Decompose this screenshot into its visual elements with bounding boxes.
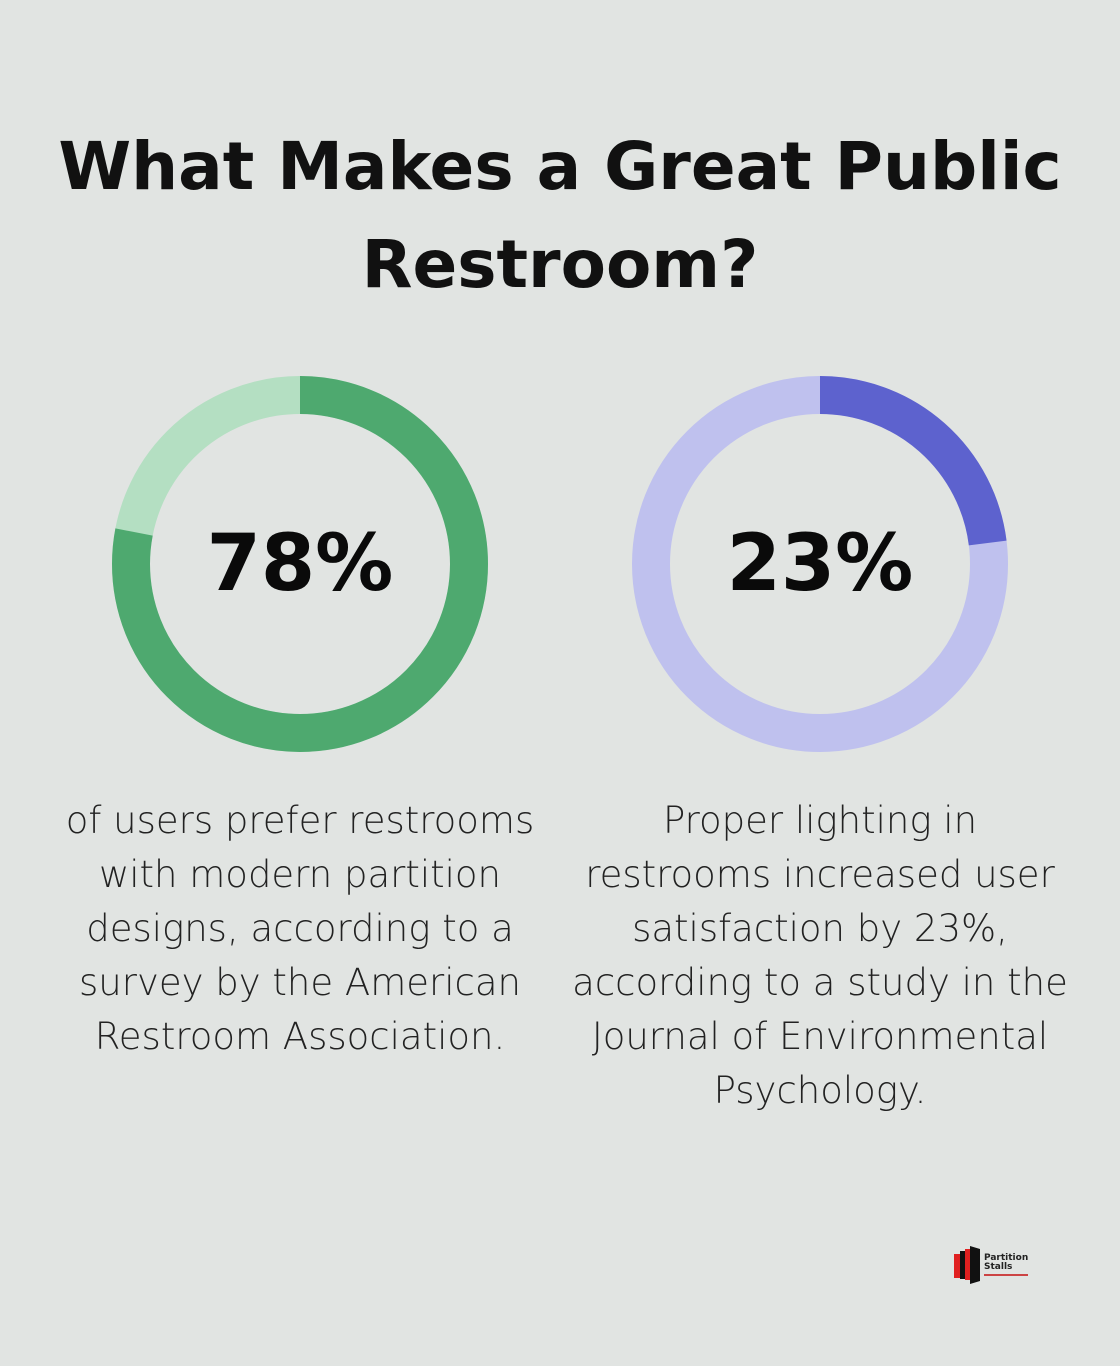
donut-svg <box>112 376 488 752</box>
logo-text-line1: Partition <box>984 1253 1029 1263</box>
donut-svg <box>632 376 1008 752</box>
logo-text-line2: Stalls <box>984 1262 1013 1272</box>
stat-description: of users prefer restrooms with modern pa… <box>65 799 535 1058</box>
partition-stalls-logo: Partition Stalls <box>954 1246 1028 1284</box>
donut-value-arc <box>112 376 488 752</box>
donut-value-arc <box>632 376 1008 752</box>
percent-label: 23% <box>726 519 914 609</box>
page-title: What Makes a Great Public Restroom? <box>58 128 1062 303</box>
donut-chart-right: 23% <box>632 376 1008 752</box>
stat-description: Proper lighting in restrooms increased u… <box>572 799 1068 1112</box>
logo-icon <box>954 1246 980 1284</box>
donut-chart-left: 78% <box>112 376 488 752</box>
percent-label: 78% <box>206 519 394 609</box>
logo-underline <box>984 1274 1028 1276</box>
